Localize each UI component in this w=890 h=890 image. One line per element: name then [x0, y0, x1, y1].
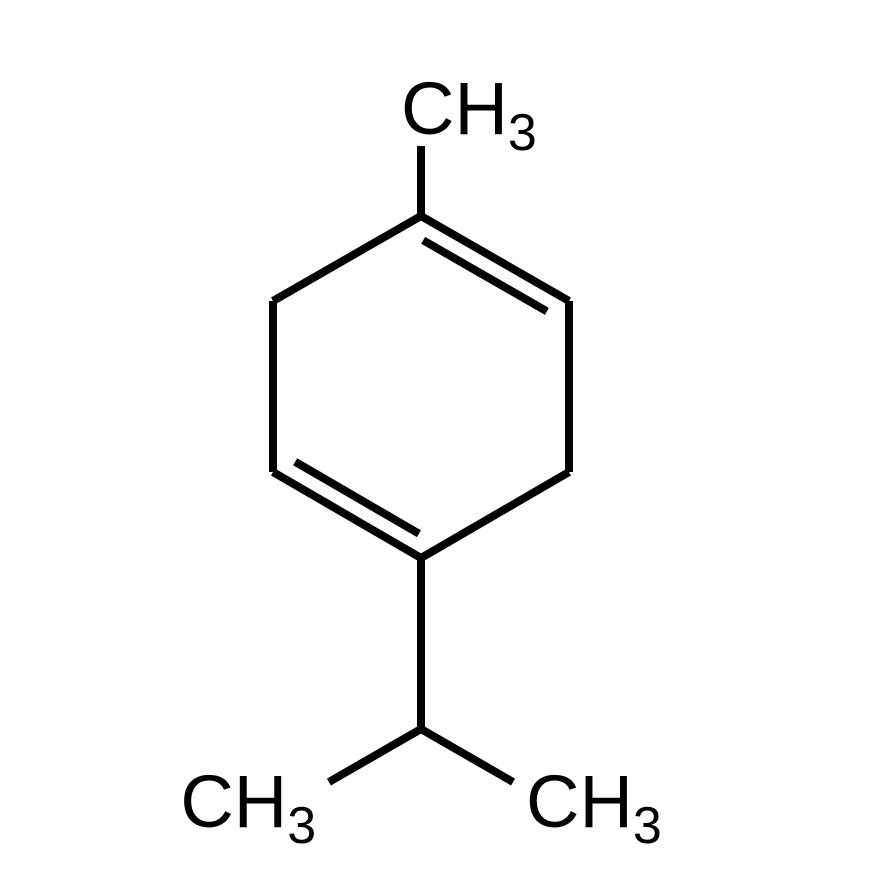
bond-line: [421, 216, 569, 301]
atom-label: CH3: [180, 760, 316, 855]
atom-label: CH3: [526, 760, 662, 855]
bond-line: [421, 472, 569, 558]
bond-line: [421, 729, 513, 782]
bond-line: [273, 216, 421, 301]
molecule-diagram: CH3 CH3 CH3: [0, 0, 890, 890]
bond-line: [329, 729, 421, 782]
bond-line: [273, 472, 421, 558]
atom-label: CH3: [401, 67, 537, 162]
